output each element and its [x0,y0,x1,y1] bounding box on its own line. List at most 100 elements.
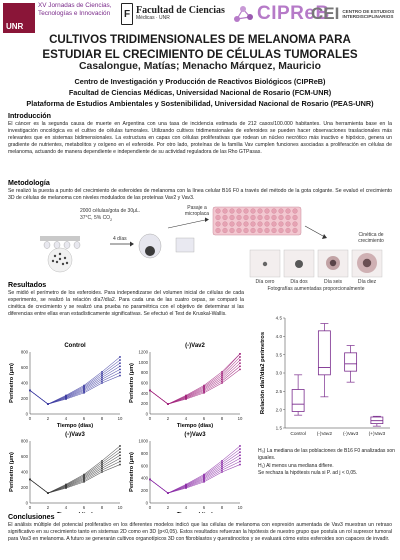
growth-point [83,479,85,482]
x-tick: 8 [221,505,224,510]
method-heading: Metodología [8,179,50,187]
growth-point [119,448,121,450]
hypotheses: H₀) La mediana de las poblaciones de B16… [258,448,396,477]
cei-mark: CEI [311,4,340,23]
growth-point [101,370,103,373]
cipreb-logo: CIPReB [232,3,330,25]
unr-logo-text: UNR [6,22,24,31]
growth-series-line [149,369,241,405]
petri-dish [175,237,195,253]
plate-well [292,208,298,214]
y-tick: 0 [26,412,29,417]
y-tick: 0 [146,501,149,506]
plate-well [222,214,228,221]
growth-series-line [29,372,121,405]
y-tick: 800 [21,439,29,444]
growth-point [239,460,241,463]
box-y-tick: 3.0 [276,371,283,376]
boxplot-chart: 4.5 4.0 3.5 3.0 2.5 2.0 1.5 Relación día7/día2 … [260,316,390,437]
growth-point [83,392,85,394]
conclusions-text: El análisis múltiple del potencial proli… [8,522,392,543]
growth-point [83,385,85,388]
growth-point [101,376,103,379]
growth-series-line [149,366,241,405]
growth-series-line [149,464,241,494]
plate-well [243,227,249,234]
cinetica-label: Cinética de crecimiento [358,232,384,244]
plate-well [243,221,249,227]
method-diagram [40,206,383,278]
growth-point [119,460,121,463]
x-axis-label: Tiempo (días) [177,512,213,513]
plate-well [292,227,298,234]
growth-point [203,387,205,389]
growth-point [65,483,67,486]
line-panel: Control 800 600 400 200 00 2 4 6 8 10 Tiempo (días)… [9,343,123,429]
growth-point [119,365,121,368]
growth-series-line [149,353,241,405]
growth-point [101,459,103,462]
growth-point [149,389,151,392]
poster-title: CULTIVOS TRIDIMENSIONALES DE MELANOMA PA… [0,33,400,62]
y-tick: 800 [141,451,149,456]
growth-point [29,389,31,392]
x-tick: 10 [118,416,123,421]
growth-point [239,445,241,447]
plate-well [257,214,263,221]
growth-point [221,469,223,472]
growth-point [239,368,241,371]
y-tick: 600 [21,365,29,370]
box-y-tick: 1.5 [276,426,283,431]
x-tick: 0 [29,505,32,510]
growth-point [101,372,103,375]
x-tick: 10 [118,505,123,510]
growth-point [119,356,121,358]
growth-point [65,394,67,397]
plate-well [264,214,270,221]
y-tick: 400 [141,476,149,481]
x-tick: 2 [167,416,170,421]
plate-well [236,208,242,214]
y-tick: 400 [21,381,29,386]
growth-point [83,476,85,478]
days-label: 4 días [113,236,127,242]
growth-point [203,477,205,480]
growth-point [119,368,121,371]
box-iqr [344,352,358,372]
plate-well [250,208,256,214]
growth-point [239,451,241,454]
fcm-title: Facultad de Ciencias [136,5,225,17]
growth-point [221,372,223,375]
growth-point [221,374,223,377]
x-tick: 10 [238,416,243,421]
growth-series-line [149,359,241,405]
growth-point [221,378,223,381]
growth-point [239,365,241,368]
x-tick: 8 [101,505,104,510]
growth-point [221,461,223,464]
growth-series-line [29,448,121,494]
growth-point [203,473,205,476]
growth-point [221,467,223,470]
growth-series-line [149,356,241,405]
plate-well [236,221,242,227]
results-text: Se midió el perímetro de los esferoides.… [8,290,244,318]
growth-point [119,463,121,466]
growth-point [185,483,187,486]
intro-text: El cáncer es la segunda causa de muerte … [8,121,392,156]
x-axis-label: Tiempo (días) [57,423,93,429]
growth-point [119,362,121,365]
y-tick: 1000 [138,439,148,444]
day-label-6: Día seis [323,279,343,285]
results-heading: Resultados [8,281,47,289]
microplate [212,206,302,236]
x-axis-label: Tiempo (días) [57,512,93,513]
y-tick: 600 [141,381,149,386]
x-tick: 10 [238,505,243,510]
panel-title: (-)Vav2 [185,343,205,349]
growth-point [101,378,103,381]
growth-series-line [149,445,241,494]
intro-heading: Introducción [8,112,51,120]
reject-text: Se rechaza la hipótesis nula si P. ad j … [258,469,358,476]
growth-point [239,448,241,450]
